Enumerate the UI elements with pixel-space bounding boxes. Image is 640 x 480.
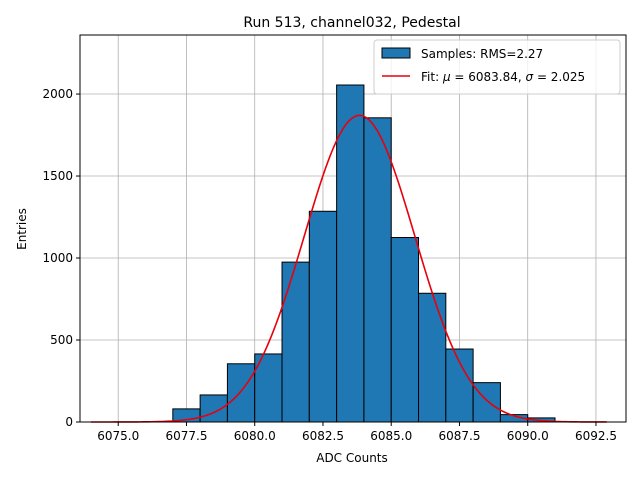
legend-fit-prefix: Fit:: [421, 70, 443, 84]
legend-fit-mu-value: = 6083.84,: [451, 70, 526, 84]
y-axis-label: Entries: [15, 208, 29, 250]
legend-frame: [373, 39, 621, 95]
y-tick-label: 1000: [42, 251, 73, 265]
legend-fit-label: Fit: μ = 6083.84, σ = 2.025: [421, 70, 585, 84]
legend-fit-sigma-value: = 2.025: [533, 70, 585, 84]
histogram-bar: [199, 394, 228, 423]
x-axis-label: ADC Counts: [316, 451, 388, 465]
histogram-bar: [281, 261, 310, 423]
x-tick-label: 6075.0: [97, 429, 139, 443]
x-tick-label: 6077.5: [165, 429, 207, 443]
chart-title: Run 513, channel032, Pedestal: [243, 15, 460, 31]
axes: [79, 34, 627, 423]
x-axis-ticks: 6075.0 6077.5 6080.0 6082.5 6085.0 6087.5 6090…: [97, 422, 617, 443]
y-axis-ticks: 0 500 1000 1500 2000: [42, 87, 80, 429]
legend-fit-sigma-symbol: σ: [526, 70, 534, 84]
fit-curve: [90, 114, 607, 423]
x-tick-label: 6087.5: [438, 429, 480, 443]
histogram-bar: [336, 84, 365, 423]
y-tick-label: 1500: [42, 169, 73, 183]
y-tick-label: 500: [50, 333, 73, 347]
legend-fit-mu-symbol: μ: [442, 70, 451, 84]
plot-frame: [79, 34, 627, 423]
legend-samples-swatch: [381, 47, 411, 59]
histogram-bar: [363, 117, 392, 423]
y-tick-label: 0: [65, 415, 73, 429]
histogram-bar: [226, 363, 256, 423]
histogram-bar: [308, 210, 338, 423]
legend: Samples: RMS=2.27 Fit: μ = 6083.84, σ = …: [373, 39, 621, 95]
y-tick-label: 2000: [42, 87, 73, 101]
histogram-bar: [390, 237, 420, 423]
x-tick-label: 6080.0: [234, 429, 276, 443]
x-tick-label: 6092.5: [575, 429, 617, 443]
histogram-bar: [472, 382, 501, 423]
x-tick-label: 6090.0: [507, 429, 549, 443]
histogram-bar: [445, 348, 474, 423]
histogram-bar: [418, 292, 447, 423]
x-tick-label: 6082.5: [302, 429, 344, 443]
histogram-bars: [145, 84, 556, 423]
x-tick-label: 6085.0: [370, 429, 412, 443]
legend-samples-label: Samples: RMS=2.27: [421, 47, 543, 61]
